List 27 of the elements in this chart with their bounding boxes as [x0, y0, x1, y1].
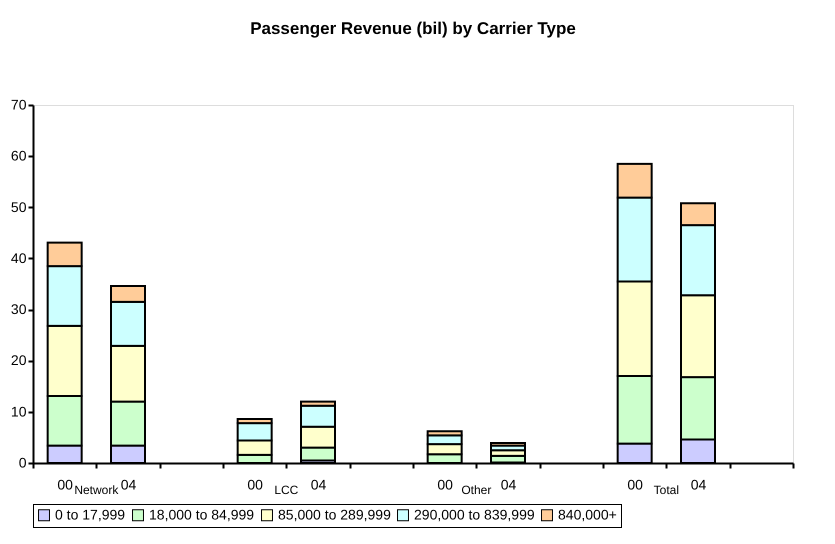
x-tick-label: 00 — [57, 476, 74, 492]
y-tick-label: 60 — [10, 148, 27, 164]
y-tick-label: 70 — [10, 96, 27, 112]
y-tick-label: 40 — [10, 250, 27, 266]
x-tick-label: 04 — [120, 476, 136, 492]
legend-label: 85,000 to 289,999 — [278, 506, 392, 522]
x-tick-label: 00 — [247, 476, 264, 492]
legend-label: 840,000+ — [558, 506, 617, 522]
y-tick-label: 50 — [10, 198, 27, 215]
x-tick-label: 00 — [627, 476, 644, 492]
x-tick-label: 04 — [690, 476, 706, 492]
text: Network — [74, 483, 120, 497]
x-tick-label: 04 — [500, 476, 516, 492]
y-tick-label: 10 — [10, 403, 27, 420]
bar — [490, 442, 526, 447]
y-tick-label: 0 — [18, 454, 27, 470]
text: LCC — [274, 483, 299, 497]
chart-title: Passenger Revenue (bil) by Carrier Type — [250, 19, 576, 38]
x-tick-label: 00 — [437, 476, 454, 492]
y-tick-label: 20 — [10, 352, 27, 368]
y-tick-label: 30 — [10, 301, 27, 318]
text: Other — [461, 483, 492, 497]
legend-label: 0 to 17,999 — [55, 506, 126, 522]
x-tick-label: 04 — [310, 476, 326, 492]
legend-label: 290,000 to 839,999 — [414, 506, 535, 522]
text: Total — [654, 483, 680, 497]
legend-label: 18,000 to 84,999 — [149, 506, 254, 522]
